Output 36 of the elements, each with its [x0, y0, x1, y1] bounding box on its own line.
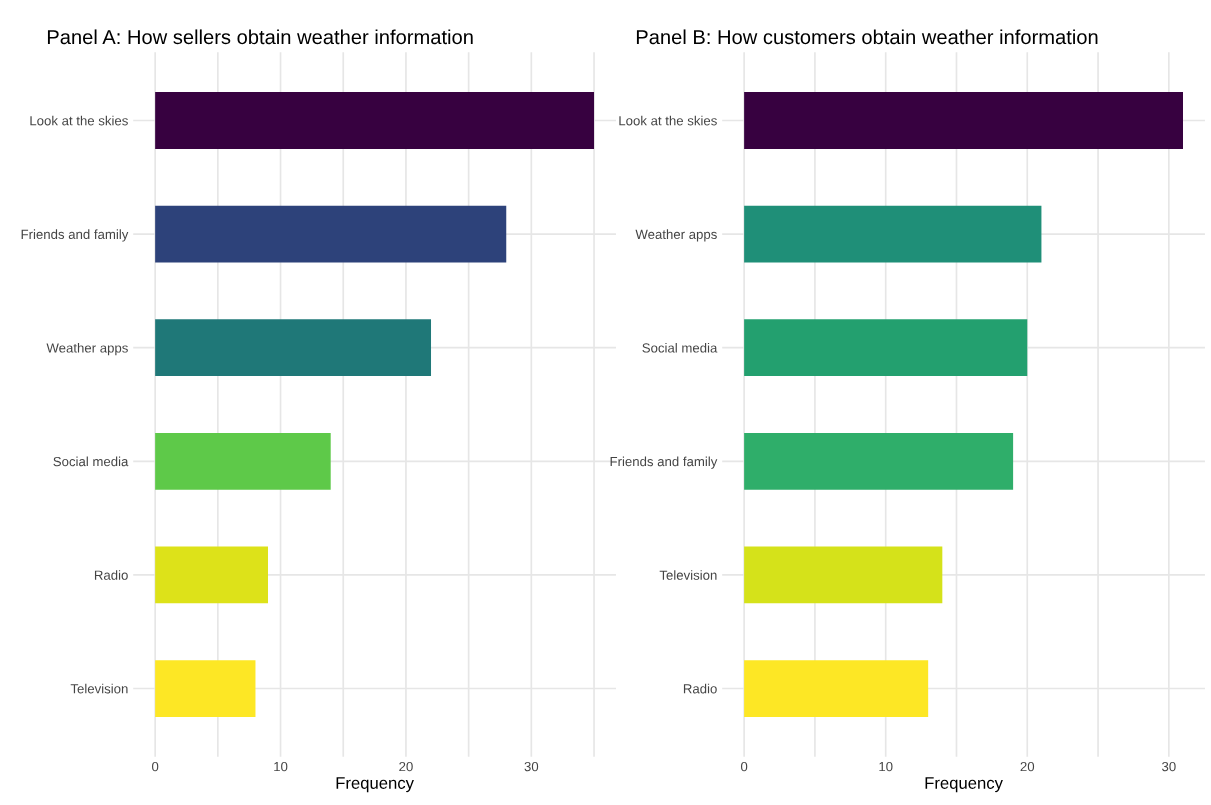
y-tick-label: Television	[70, 683, 128, 694]
bar	[744, 432, 1014, 490]
y-tick-label: Social media	[53, 456, 129, 467]
y-tick-label: Television	[659, 570, 717, 580]
x-tick-label: 20	[399, 761, 413, 772]
x-tick-label: 20	[1020, 761, 1035, 772]
bar	[744, 92, 1183, 149]
bar	[155, 660, 256, 717]
x-tick-label: 0	[152, 761, 159, 772]
x-tick-label: 10	[879, 761, 893, 772]
bar	[155, 92, 595, 149]
y-tick-label: Look at the skies	[619, 115, 717, 126]
x-tick-label: 10	[274, 761, 288, 772]
y-tick-label: Radio	[683, 683, 717, 694]
y-tick-label: Social media	[642, 342, 718, 353]
y-tick-label: Friends and family	[21, 229, 129, 242]
x-axis-title: Frequency	[925, 777, 1003, 793]
y-tick-label: Weather apps	[635, 229, 717, 242]
bar	[155, 432, 331, 490]
y-tick-label: Radio	[94, 570, 128, 580]
chart-title: Panel A: How sellers obtain weather information	[47, 29, 473, 45]
y-tick-label: Look at the skies	[30, 115, 128, 126]
bar	[744, 546, 943, 604]
bar	[744, 319, 1028, 377]
bar	[744, 660, 929, 717]
x-tick-label: 30	[524, 761, 539, 772]
bar	[155, 205, 507, 263]
y-tick-label: Weather apps	[46, 342, 128, 356]
chart-title: Panel B: How customers obtain weather information	[636, 29, 1098, 45]
bar	[155, 546, 269, 604]
bar	[744, 205, 1042, 263]
x-tick-label: 30	[1162, 761, 1176, 772]
bar	[155, 319, 432, 377]
y-tick-label: Friends and family	[610, 456, 718, 469]
x-axis-title: Frequency	[336, 777, 414, 793]
x-tick-label: 0	[740, 761, 748, 772]
